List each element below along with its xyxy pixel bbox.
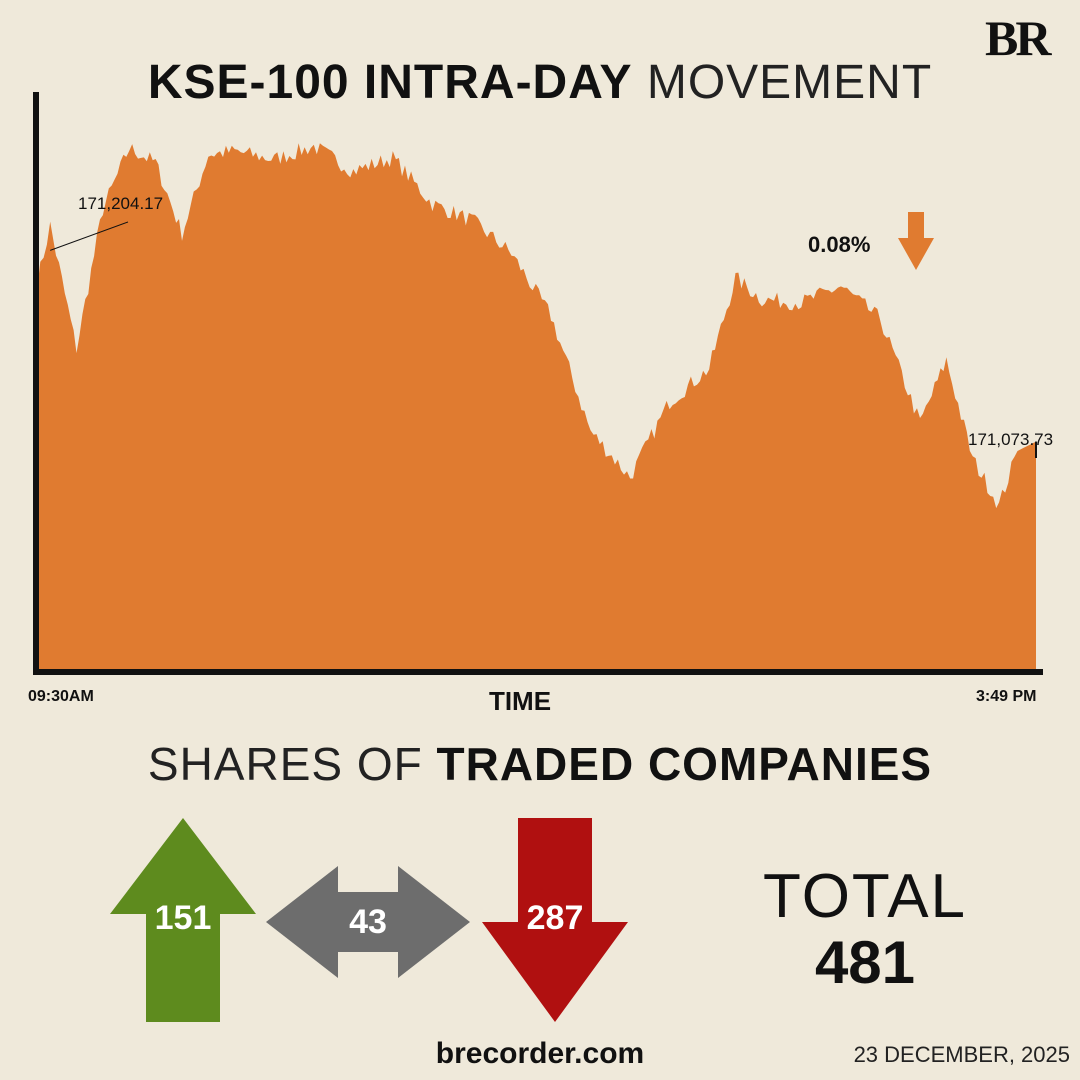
chart-title: KSE-100 INTRA-DAY MOVEMENT	[0, 52, 1080, 114]
x-axis-title: TIME	[488, 686, 552, 716]
last-value-label: 171,073.73	[968, 430, 1054, 449]
index-area	[37, 143, 1036, 670]
advanced-count: 151	[154, 899, 212, 937]
high-value-label: 171,204.17	[78, 194, 164, 213]
down-arrow-icon	[898, 212, 934, 270]
declined-arrow-icon	[482, 818, 628, 1022]
x-start-label: 09:30AM	[28, 688, 94, 705]
traded-section-title: SHARES OF TRADED COMPANIES	[0, 734, 1080, 794]
traded-title-light: SHARES OF	[147, 738, 423, 790]
traded-title-bold: TRADED COMPANIES	[436, 738, 933, 790]
br-logo: BR	[985, 10, 1051, 66]
total-value: 481	[814, 929, 916, 996]
date-label: 23 DECEMBER, 2025	[853, 1042, 1070, 1067]
declined-count: 287	[526, 899, 584, 937]
intraday-chart	[33, 92, 1043, 675]
x-end-label: 3:49 PM	[976, 688, 1037, 705]
website-link[interactable]: brecorder.com	[435, 1037, 645, 1070]
unchanged-arrow-icon	[266, 866, 470, 978]
chart-title-bold: KSE-100 INTRA-DAY	[147, 56, 633, 109]
high-leader-line	[50, 221, 129, 251]
total-label: TOTAL	[762, 862, 968, 931]
advanced-arrow-icon	[110, 818, 256, 1022]
chart-title-light: MOVEMENT	[646, 56, 933, 109]
unchanged-count: 43	[349, 903, 387, 941]
change-percent-label: 0.08%	[808, 232, 871, 257]
